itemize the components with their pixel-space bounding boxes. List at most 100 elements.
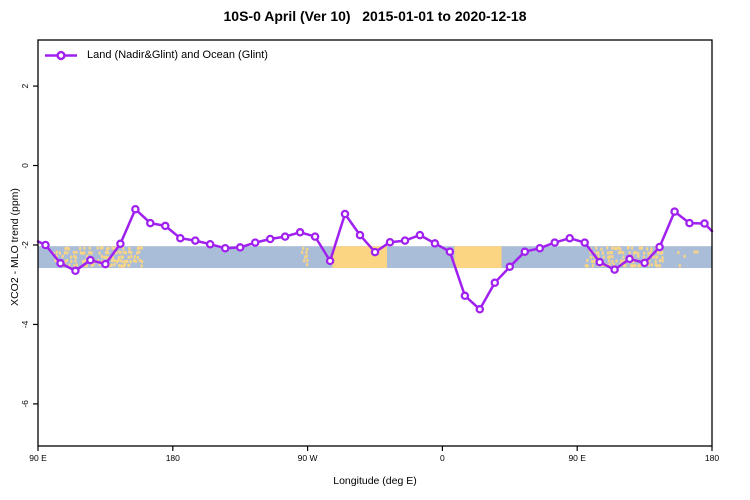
map-band-land-speckle bbox=[642, 255, 645, 259]
map-band-land-speckle bbox=[70, 260, 73, 264]
map-band-land-speckle bbox=[130, 251, 133, 255]
data-point bbox=[400, 236, 410, 245]
map-band-land-speckle bbox=[637, 264, 640, 268]
map-band-land-speckle bbox=[608, 259, 611, 263]
map-band-land-speckle bbox=[119, 259, 122, 263]
map-band-land-speckle bbox=[101, 246, 104, 250]
map-band-land-speckle bbox=[120, 255, 123, 259]
data-point bbox=[146, 218, 155, 228]
map-band-land-speckle bbox=[584, 264, 587, 268]
map-band-land-speckle bbox=[113, 247, 116, 251]
map-band-land-speckle bbox=[138, 258, 141, 262]
map-band-land-speckle bbox=[138, 250, 141, 254]
chart-title: 10S-0 April (Ver 10) 2015-01-01 to 2020-… bbox=[223, 8, 527, 24]
map-band-land-speckle bbox=[63, 251, 66, 255]
data-point bbox=[460, 291, 470, 301]
map-band-land-speckle bbox=[90, 263, 93, 267]
map-band-land-speckle bbox=[81, 260, 84, 264]
map-band-land-speckle bbox=[83, 246, 86, 250]
map-band-land-speckle bbox=[98, 263, 101, 267]
map-band-land-speckle bbox=[624, 264, 627, 268]
data-point bbox=[161, 221, 170, 231]
map-band-land-speckle bbox=[136, 251, 139, 255]
map-band-land-speckle bbox=[79, 251, 82, 255]
map-band-land-speckle bbox=[135, 259, 138, 263]
data-point bbox=[101, 259, 110, 269]
map-band-land-speckle bbox=[136, 246, 139, 250]
y-tick-label: -2 bbox=[20, 241, 30, 249]
map-band-land-speckle bbox=[107, 256, 110, 260]
map-band-land-speckle bbox=[301, 250, 304, 254]
map-band-land-speckle bbox=[586, 264, 589, 268]
map-band-land-speckle bbox=[306, 259, 309, 263]
map-band-land-speckle bbox=[661, 251, 664, 255]
map-band-land-speckle bbox=[696, 250, 699, 254]
map-band-land-speckle bbox=[649, 250, 652, 254]
map-band-land-speckle bbox=[118, 264, 121, 268]
map-band-land-speckle bbox=[97, 259, 100, 263]
y-tick-label: 2 bbox=[20, 83, 30, 88]
y-tick-label: -4 bbox=[20, 320, 30, 328]
map-band-land-speckle bbox=[661, 256, 664, 260]
map-band-land-speckle bbox=[122, 250, 125, 254]
map-band-land-speckle bbox=[129, 260, 132, 264]
map-band-land-speckle bbox=[589, 250, 592, 254]
map-band-land-speckle bbox=[593, 255, 596, 259]
x-tick-label: 180 bbox=[166, 453, 180, 463]
map-band-land-speckle bbox=[693, 250, 696, 254]
data-point bbox=[41, 240, 50, 250]
map-band-land-speckle bbox=[70, 255, 73, 259]
map-band-land-speckle bbox=[304, 255, 307, 259]
map-band-land-speckle bbox=[591, 264, 594, 268]
map-band-land-speckle bbox=[622, 255, 625, 259]
map-band-land-speckle bbox=[615, 247, 618, 251]
data-point bbox=[235, 243, 245, 252]
data-point bbox=[535, 243, 545, 253]
plot-border bbox=[37, 39, 713, 447]
map-band-land-speckle bbox=[73, 255, 76, 259]
data-point bbox=[280, 232, 290, 241]
map-band-land-speckle bbox=[64, 247, 67, 251]
map-band-land-speckle bbox=[83, 259, 86, 263]
map-band-land-speckle bbox=[74, 255, 77, 259]
data-point bbox=[565, 233, 574, 243]
map-band-land-speckle bbox=[659, 251, 662, 255]
map-band-land-speckle bbox=[111, 258, 114, 262]
map-band-land-speckle bbox=[126, 259, 129, 263]
map-band-land-speckle bbox=[677, 251, 680, 255]
data-point bbox=[580, 238, 589, 247]
map-band-land-speckle bbox=[613, 246, 616, 250]
map-band-land-speckle bbox=[111, 255, 114, 259]
data-point bbox=[685, 218, 694, 228]
map-band-land-speckle bbox=[96, 246, 99, 250]
map-band-land-speckle bbox=[141, 260, 144, 264]
map-band-land-speckle bbox=[609, 251, 612, 255]
map-band-land-speckle bbox=[124, 260, 127, 264]
map-band-land-speckle bbox=[601, 251, 604, 255]
map-band-land-speckle bbox=[654, 255, 657, 259]
map-band-land-speckle bbox=[652, 255, 655, 259]
map-band-land-speckle bbox=[628, 251, 631, 255]
map-band-land-speckle bbox=[650, 263, 653, 267]
data-point bbox=[205, 239, 215, 249]
data-point bbox=[475, 305, 485, 314]
line-marker-icon bbox=[45, 50, 77, 60]
map-band-land-speckle bbox=[128, 250, 131, 254]
map-band-land-speckle bbox=[647, 251, 650, 255]
data-point bbox=[370, 247, 380, 257]
data-point bbox=[295, 228, 305, 237]
data-point bbox=[490, 278, 500, 287]
map-band-land-speckle bbox=[611, 255, 614, 259]
map-band-land-speckle bbox=[72, 250, 75, 254]
data-point bbox=[265, 234, 275, 244]
data-point bbox=[415, 230, 425, 240]
map-band-land-speckle bbox=[618, 251, 621, 255]
map-band-land-speckle bbox=[122, 264, 125, 268]
map-band-land-speckle bbox=[67, 247, 70, 251]
map-band-land-speckle bbox=[606, 246, 609, 250]
map-band-land-speckle bbox=[98, 251, 101, 255]
map-band-land-speckle bbox=[607, 255, 610, 259]
map-band-land-speckle bbox=[615, 259, 618, 263]
map-band-land-speckle bbox=[107, 247, 110, 251]
